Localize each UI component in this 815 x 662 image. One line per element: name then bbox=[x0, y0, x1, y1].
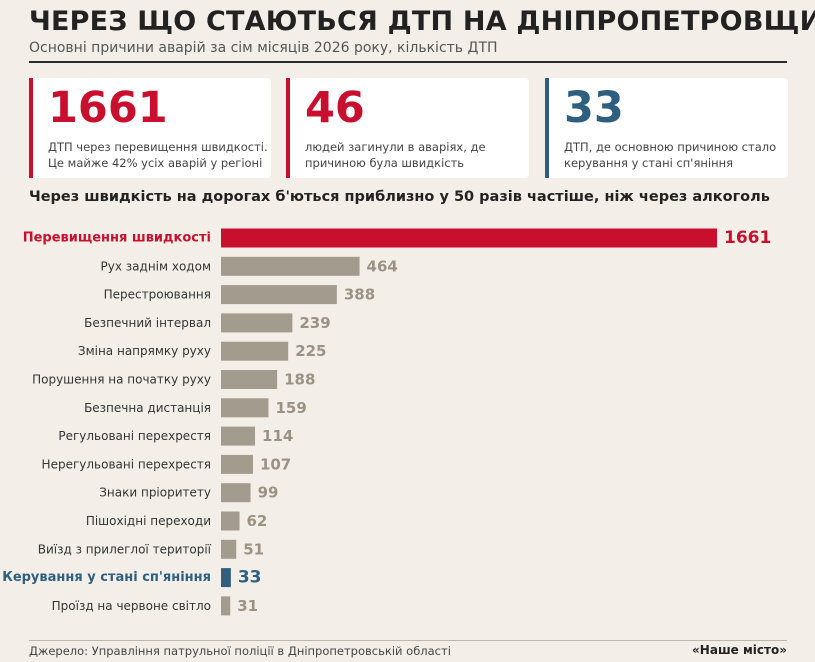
page-subtitle: Основні причини аварій за сім місяців 20… bbox=[29, 40, 498, 56]
value-label: 31 bbox=[237, 597, 258, 615]
stat-card-deaths: 46 людей загинули в аваріях, де причиною… bbox=[286, 78, 529, 178]
value-label: 464 bbox=[367, 257, 398, 275]
value-label: 225 bbox=[295, 342, 326, 360]
bar bbox=[221, 341, 289, 361]
value-label: 114 bbox=[262, 427, 293, 445]
category-label: Безпечна дистанція bbox=[84, 401, 211, 415]
value-label: 51 bbox=[243, 540, 264, 558]
stat-card-drunk: 33 ДТП, де основною причиною стало керув… bbox=[545, 78, 788, 178]
value-label: 107 bbox=[260, 455, 291, 473]
bar bbox=[221, 483, 251, 503]
stat-number: 33 bbox=[564, 83, 624, 133]
category-label: Керування у стані сп'яніння bbox=[2, 570, 211, 585]
stat-number: 46 bbox=[305, 83, 365, 133]
category-label: Виїзд з прилеглої території bbox=[38, 542, 212, 556]
bar bbox=[221, 398, 269, 418]
bar bbox=[221, 454, 253, 474]
bar bbox=[221, 511, 240, 531]
title-divider bbox=[29, 61, 787, 63]
bar bbox=[221, 596, 231, 616]
bar bbox=[221, 568, 231, 588]
bar bbox=[221, 256, 360, 276]
brand-logo-text: «Наше місто» bbox=[692, 643, 787, 657]
category-label: Рух заднім ходом bbox=[101, 259, 211, 273]
category-label: Порушення на початку руху bbox=[32, 373, 211, 387]
card-accent bbox=[29, 78, 33, 178]
bar bbox=[221, 228, 717, 248]
value-label: 388 bbox=[344, 286, 375, 304]
category-label: Регульовані перехрестя bbox=[58, 429, 211, 443]
chart-headline: Через швидкість на дорогах б'ються прибл… bbox=[29, 189, 770, 205]
source-note: Джерело: Управління патрульної поліції в… bbox=[29, 644, 451, 658]
category-label: Перевищення швидкості bbox=[23, 231, 211, 246]
footer-divider bbox=[29, 640, 787, 641]
stat-text: людей загинули в аваріях, де причиною бу… bbox=[305, 140, 486, 170]
stat-text: ДТП, де основною причиною стало керуванн… bbox=[564, 140, 777, 170]
value-label: 1661 bbox=[724, 228, 771, 248]
stat-number: 1661 bbox=[48, 83, 168, 133]
card-accent bbox=[286, 78, 290, 178]
value-label: 62 bbox=[247, 512, 268, 530]
bar bbox=[221, 539, 237, 559]
bar bbox=[221, 285, 337, 305]
value-label: 159 bbox=[275, 399, 306, 417]
value-label: 99 bbox=[258, 484, 279, 502]
value-label: 33 bbox=[238, 568, 262, 588]
category-label: Перестроювання bbox=[104, 288, 211, 302]
bar bbox=[221, 426, 256, 446]
card-accent bbox=[545, 78, 549, 178]
category-label: Безпечний інтервал bbox=[84, 316, 211, 330]
value-label: 239 bbox=[299, 314, 330, 332]
bar bbox=[221, 370, 278, 389]
category-label: Знаки пріоритету bbox=[99, 486, 211, 500]
stat-card-speeding: 1661 ДТП через перевищення швидкості. Це… bbox=[29, 78, 271, 178]
stat-text: ДТП через перевищення швидкості. Це майж… bbox=[48, 140, 268, 170]
category-label: Проїзд на червоне світло bbox=[52, 599, 211, 613]
bar bbox=[221, 313, 293, 333]
category-label: Зміна напрямку руху bbox=[78, 344, 211, 358]
category-label: Пішохідні переходи bbox=[86, 514, 211, 528]
value-label: 188 bbox=[284, 371, 315, 389]
category-label: Нерегульовані перехрестя bbox=[42, 457, 211, 471]
bar-chart: Перевищення швидкості 1661 Рух заднім ходо… bbox=[2, 228, 771, 616]
page-title: ЧЕРЕЗ ЩО СТАЮТЬСЯ ДТП НА ДНІПРОПЕТРОВЩИН… bbox=[29, 6, 815, 37]
